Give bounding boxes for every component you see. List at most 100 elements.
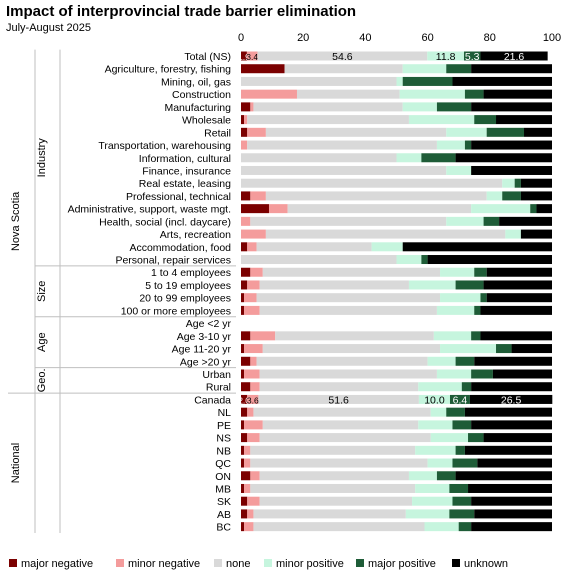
bar-segment-unknown [480,305,552,315]
bar-segment-unknown [452,76,552,86]
bar-segment-major-positive [421,153,456,163]
category-label: Accommodation, food [129,242,231,254]
bar-segment-unknown [486,267,552,277]
data-label: 10.0 [424,394,445,406]
bar-segment-unknown [483,433,552,443]
bar-segment-major-negative [241,356,251,366]
bar-segment-none [247,140,437,150]
data-label: 3.4 [246,52,258,62]
bar-segment-minor-positive [430,433,469,443]
bar-segment-minor-negative [244,115,248,125]
bar-segment-minor-negative [241,89,297,99]
bar-segment-major-positive [449,483,469,493]
bar-segment-major-positive [452,458,478,468]
legend-swatch [356,559,364,567]
bar-segment-none [259,305,437,315]
data-label: 11.8 [436,51,456,63]
bar-segment-major-negative [241,127,248,137]
bar-segment-minor-positive [436,369,472,379]
bar-segment-unknown [480,331,552,341]
bar-segment-minor-positive [440,344,497,354]
data-label: 6.4 [453,394,468,406]
bar-segment-minor-positive [396,76,403,86]
bar-segment-minor-negative [247,242,257,252]
bar-segment-unknown [474,356,552,366]
bar-segment-none [257,51,428,61]
bar-segment-major-positive [496,344,512,354]
bar-segment-minor-positive [440,293,481,303]
bar-segment-minor-negative [244,344,263,354]
bar-segment-unknown [471,102,552,112]
bar-segment-major-positive [461,382,472,392]
bar-segment-major-negative [241,458,245,468]
category-label: Age 11-20 yr [172,344,232,356]
x-tick-label: 80 [484,32,496,44]
bar-segment-major-negative [241,102,251,112]
bar-segment-unknown [492,369,552,379]
bar-segment-unknown [455,153,552,163]
bar-segment-unknown [464,407,552,417]
category-label: Age <2 yr [186,318,232,330]
legend-entry: none [226,558,250,570]
bar-segment-none [284,64,403,74]
bar-segment-major-positive [464,89,484,99]
data-label: 3.6 [247,395,259,405]
bar-segment-minor-positive [371,242,403,252]
bar-segment-major-negative [241,64,285,74]
bar-segment-none [250,458,428,468]
bar-segment-minor-negative [250,191,266,201]
bar-segment-major-positive [446,64,472,74]
bar-segment-unknown [496,115,552,125]
bar-segment-major-positive [458,522,472,532]
x-axis: 0 20 40 60 80 100 [238,32,561,44]
bar-segment-major-positive [474,305,481,315]
bar-segment-none [259,280,409,290]
bar-segment-major-negative [241,242,248,252]
bar-segment-none [241,165,447,175]
bar-segment-major-positive [436,471,456,481]
bar-segment-minor-negative [244,420,263,430]
bar-segment-major-positive [446,407,465,417]
bar-segment-major-positive [530,204,537,214]
bar-segment-minor-negative [247,496,260,506]
category-label: Mining, oil, gas [161,76,231,88]
bar-segment-unknown [471,420,552,430]
bar-segment-major-positive [455,356,475,366]
subgroup-label: Age [36,332,48,352]
bar-segment-major-positive [455,280,484,290]
category-label: Construction [172,89,231,101]
bar-segment-none [253,522,425,532]
bar-segment-unknown [402,242,552,252]
bar-segment-major-positive [449,394,470,404]
subgroup-label: Geo. [36,368,48,392]
category-label: Professional, technical [126,191,231,203]
category-label: Manufacturing [164,102,231,114]
bar-segment-unknown [471,496,552,506]
category-label: BC [216,522,231,534]
category-label: Retail [204,127,231,139]
bar-segment-minor-positive [408,471,437,481]
bar-segment-major-negative [241,331,251,341]
bar-segment-unknown [471,382,552,392]
category-label: Administrative, support, waste mgt. [68,204,231,216]
legend-swatch [9,559,17,567]
category-label: Health, social (incl. daycare) [99,216,231,228]
group-label: Nova Scotia [10,191,22,251]
bar-segment-major-positive [468,433,484,443]
bar-segment-minor-positive [446,165,472,175]
bar-segment-major-negative [241,496,248,506]
bar-segment-minor-negative [244,445,251,455]
bar-segment-unknown [477,458,552,468]
bar-segment-none [256,293,441,303]
bar-segment-unknown [468,483,552,493]
bar-segment-none [241,76,397,86]
bar-segment-minor-negative [250,471,260,481]
bar-segment-minor-negative [241,140,248,150]
bar-segment-unknown [471,64,552,74]
bar-segment-major-negative [241,509,248,519]
bar-segment-major-positive [452,496,472,506]
group-labels: Industry Size Age Geo. Nova Scotia National [8,49,236,533]
category-label: 5 to 19 employees [145,280,231,292]
category-label: AB [217,509,231,521]
bar-segment-minor-negative [250,356,257,366]
